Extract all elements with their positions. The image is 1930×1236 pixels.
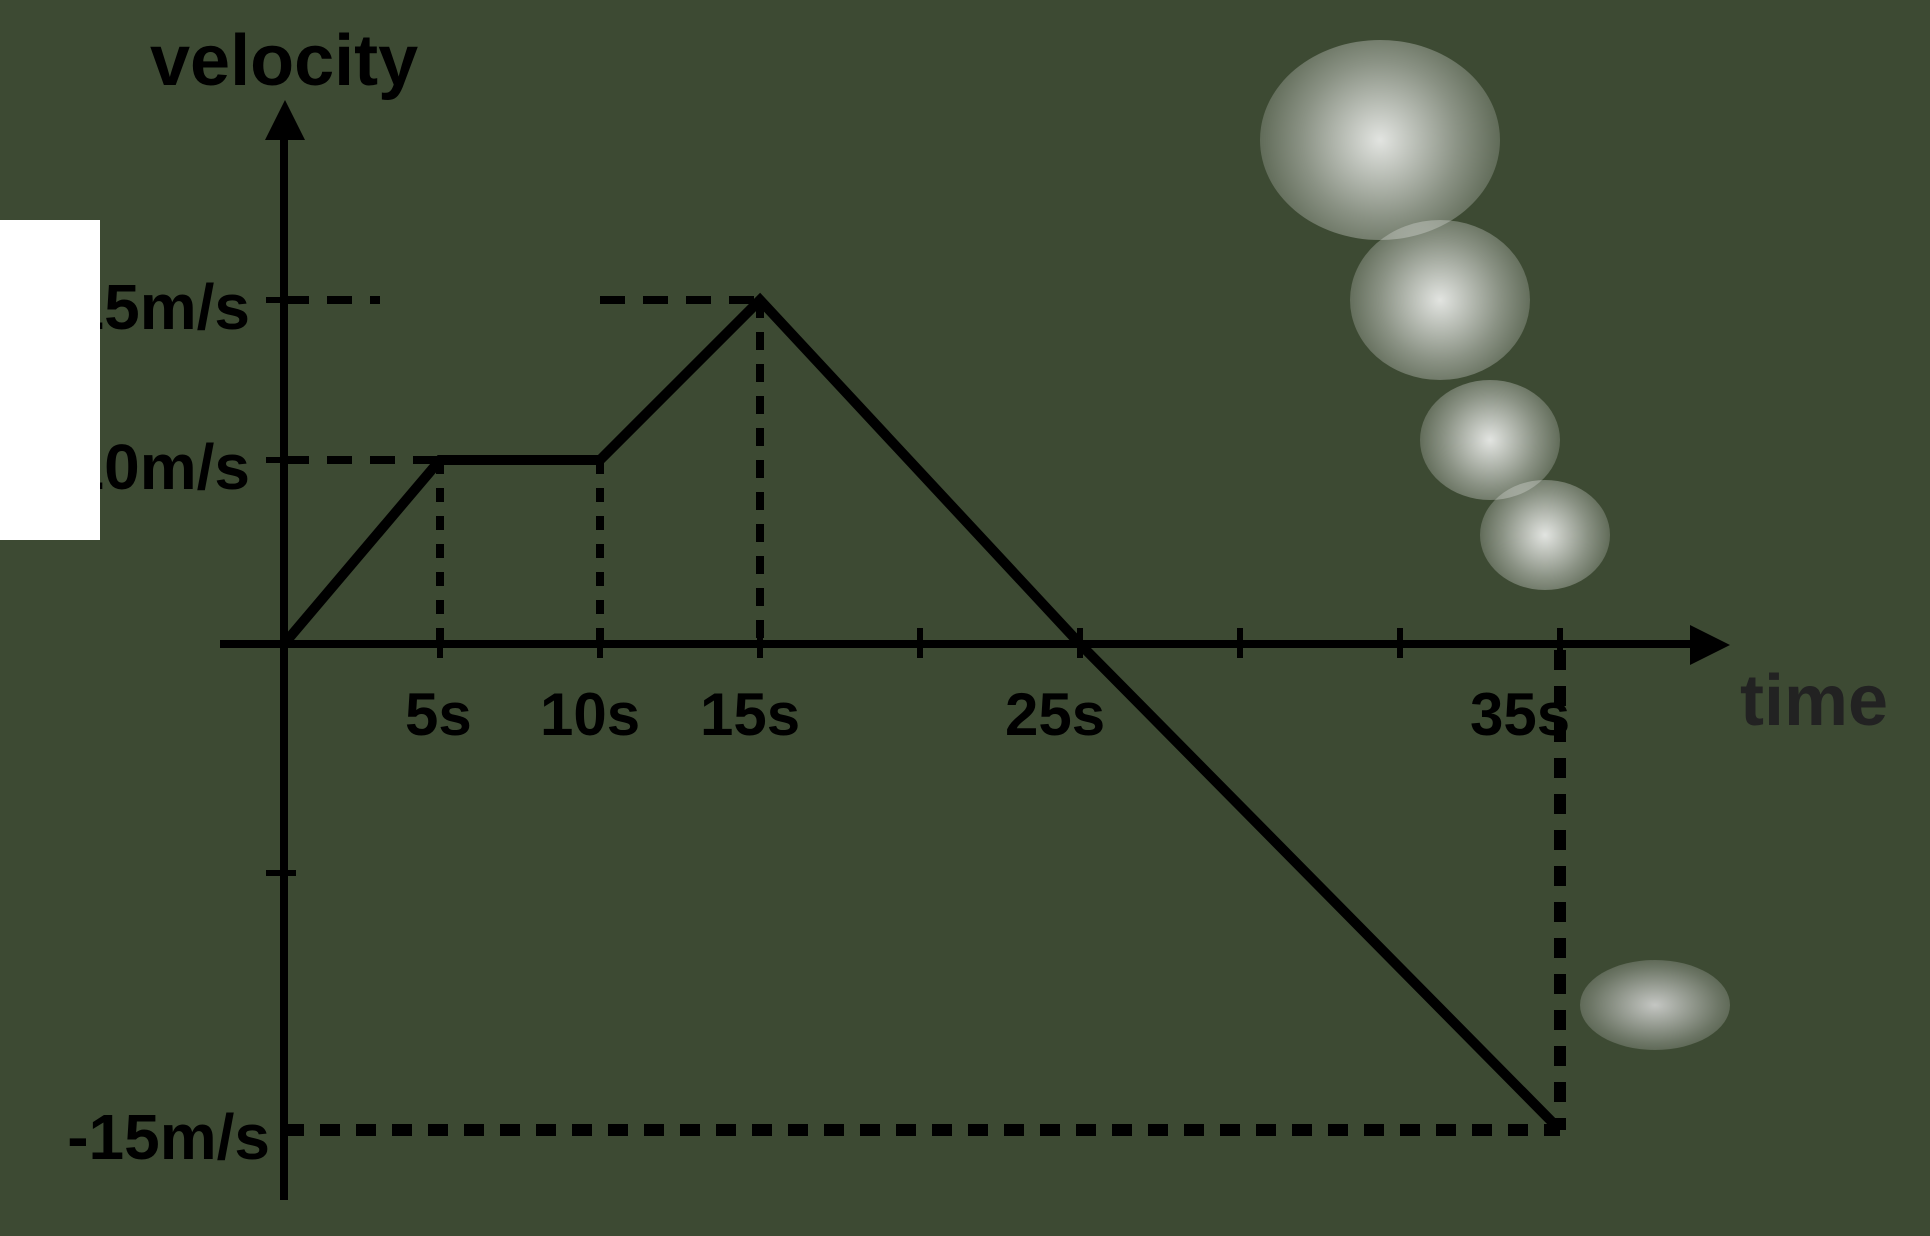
scan-artifact xyxy=(1580,960,1730,1050)
scan-artifact xyxy=(0,220,100,540)
velocity-time-chart: velocity time 15m/s 10m/s -15m/s 5s 10s … xyxy=(0,0,1930,1236)
scan-artifact xyxy=(1480,480,1610,590)
scan-artifact xyxy=(1260,40,1500,240)
chart-lines xyxy=(0,0,1930,1236)
scan-artifact xyxy=(1350,220,1530,380)
